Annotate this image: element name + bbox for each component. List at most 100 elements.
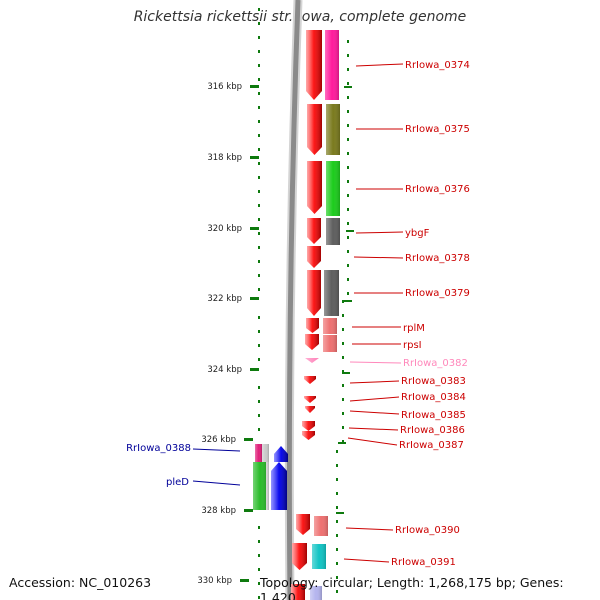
minor-tick — [342, 342, 344, 345]
major-tick-right — [336, 512, 344, 514]
cds-forward-arrow-shading — [296, 514, 310, 535]
minor-tick — [342, 384, 344, 387]
cds-forward-arrow-shading — [305, 334, 319, 350]
cog-category-box-shading — [312, 544, 326, 569]
minor-tick — [336, 548, 338, 551]
minor-tick — [347, 152, 349, 155]
minor-tick — [336, 520, 338, 523]
label-leader-line — [343, 558, 390, 563]
minor-tick — [347, 82, 349, 85]
minor-tick — [347, 292, 349, 295]
genome-backbone — [286, 0, 301, 600]
minor-tick — [336, 506, 338, 509]
minor-tick — [347, 236, 349, 239]
gene-label: rpsI — [403, 340, 422, 351]
minor-tick — [258, 162, 260, 165]
label-leader-line — [355, 63, 404, 67]
minor-tick — [258, 22, 260, 25]
cog-category-box-shading — [310, 586, 322, 600]
ruler: 316 kbp 318 kbp 320 kbp 322 kbp 324 kbp 326 k… — [197, 82, 259, 586]
minor-tick — [258, 540, 260, 543]
minor-tick — [258, 288, 260, 291]
minor-tick — [258, 386, 260, 389]
major-tick-right — [342, 372, 350, 374]
minor-tick — [258, 568, 260, 571]
minor-tick — [347, 180, 349, 183]
minor-tick — [258, 428, 260, 431]
cog-category-box-shading — [314, 516, 328, 536]
cds-forward-arrow-shading — [306, 318, 319, 333]
minor-tick — [347, 166, 349, 169]
minor-tick — [258, 400, 260, 403]
minor-tick — [336, 492, 338, 495]
minor-tick — [347, 110, 349, 113]
minor-tick — [347, 194, 349, 197]
ruler-major-tick — [250, 297, 259, 300]
ruler-label: 324 kbp — [207, 365, 242, 375]
gene-label: RrIowa_0383 — [401, 376, 466, 387]
cog-category-box-shading — [325, 30, 339, 100]
ruler-label: 330 kbp — [197, 576, 232, 586]
label-leader-line — [353, 256, 404, 259]
minor-tick — [258, 204, 260, 207]
minor-tick — [258, 260, 260, 263]
gene-label: RrIowa_0386 — [400, 425, 465, 436]
minor-tick — [347, 138, 349, 141]
minor-tick — [342, 398, 344, 401]
gene-label: RrIowa_0391 — [391, 557, 456, 568]
ruler-major-tick — [250, 85, 259, 88]
gene-label: ybgF — [405, 228, 430, 239]
ruler-major-tick — [250, 227, 259, 230]
gene-label: RrIowa_0375 — [405, 124, 470, 135]
cds-forward-arrow-shading — [305, 406, 315, 413]
right-minor-ticks — [336, 40, 354, 593]
minor-tick — [258, 176, 260, 179]
ruler-major-tick — [244, 509, 253, 512]
cds-forward-arrow-shading — [307, 270, 321, 316]
ruler-label: 320 kbp — [207, 224, 242, 234]
minor-tick — [336, 478, 338, 481]
minor-tick — [342, 426, 344, 429]
label-leader-line — [349, 361, 402, 364]
minor-tick — [347, 54, 349, 57]
cog-category-box-shading — [323, 318, 337, 334]
cds-forward-arrow-shading — [307, 246, 321, 268]
minor-tick — [342, 300, 344, 303]
gene-label: RrIowa_0385 — [401, 410, 466, 421]
minor-tick — [342, 356, 344, 359]
minor-tick — [336, 590, 338, 593]
ruler-label: 316 kbp — [207, 82, 242, 92]
cds-forward-arrow-shading — [307, 218, 321, 244]
minor-tick — [258, 190, 260, 193]
major-tick-right — [344, 86, 352, 88]
topology-text: Topology: circular; Length: 1,268,175 bp… — [260, 575, 564, 600]
gene-features — [253, 30, 340, 600]
ruler-major-tick — [244, 438, 253, 441]
minor-tick — [258, 50, 260, 53]
minor-tick — [258, 232, 260, 235]
minor-tick — [258, 36, 260, 39]
minor-tick — [258, 330, 260, 333]
label-leader-line — [349, 380, 400, 384]
cds-reverse-arrow-shading — [274, 446, 288, 462]
minor-tick — [258, 596, 260, 599]
gene-label: RrIowa_0376 — [405, 184, 470, 195]
minor-tick — [258, 106, 260, 109]
cds-forward-arrow-shading — [302, 431, 315, 440]
gene-label: pleD — [166, 477, 189, 488]
ruler-minor-ticks — [258, 8, 260, 599]
minor-tick — [347, 222, 349, 225]
minor-tick — [347, 208, 349, 211]
cds-forward-arrow-shading — [307, 104, 322, 155]
cds-reverse-arrow-shading — [271, 462, 287, 510]
label-leader-line — [355, 231, 404, 234]
minor-tick — [258, 148, 260, 151]
cds-forward-arrow-shading — [307, 161, 322, 214]
minor-tick — [258, 526, 260, 529]
cog-category-box-shading — [255, 444, 262, 462]
cds-forward-arrow-shading — [291, 584, 305, 600]
minor-tick — [347, 96, 349, 99]
minor-tick — [258, 358, 260, 361]
minor-tick — [258, 582, 260, 585]
